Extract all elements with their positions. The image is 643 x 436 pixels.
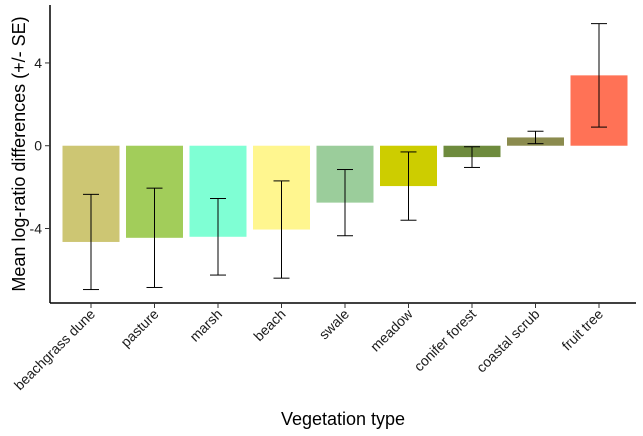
x-tick-label: marsh [186,306,225,345]
x-axis-title: Vegetation type [281,409,405,429]
x-tick-label: beachgrass dune [11,306,98,393]
y-tick-label: -4 [30,221,43,237]
error-bar-3 [273,180,290,279]
x-tick-label: beach [250,306,288,344]
error-bar-6 [464,146,480,168]
error-bar-7 [527,130,544,145]
error-bar-5 [400,151,417,221]
x-tick-label: meadow [367,305,416,354]
y-tick-label: 4 [34,55,42,71]
x-tick-label: coastal scrub [473,306,543,376]
error-bar-8 [591,23,607,128]
error-bar-2 [210,197,226,276]
error-bar-4 [337,169,353,237]
error-bar-1 [146,187,163,288]
x-ticks-layer: beachgrass dune pasture marsh beach swale mea… [11,303,606,393]
x-tick-label: swale [315,306,352,343]
y-tick-label: 0 [34,138,42,154]
error-bar-0 [83,193,99,291]
x-tick-label: fruit tree [558,306,606,354]
y-axis-title: Mean log-ratio differences (+/- SE) [9,16,29,291]
x-tick-label: pasture [117,306,161,350]
error-bars-layer [83,23,607,291]
y-ticks-layer: -4 0 4 [30,55,50,237]
x-tick-label: conifer forest [411,306,480,375]
